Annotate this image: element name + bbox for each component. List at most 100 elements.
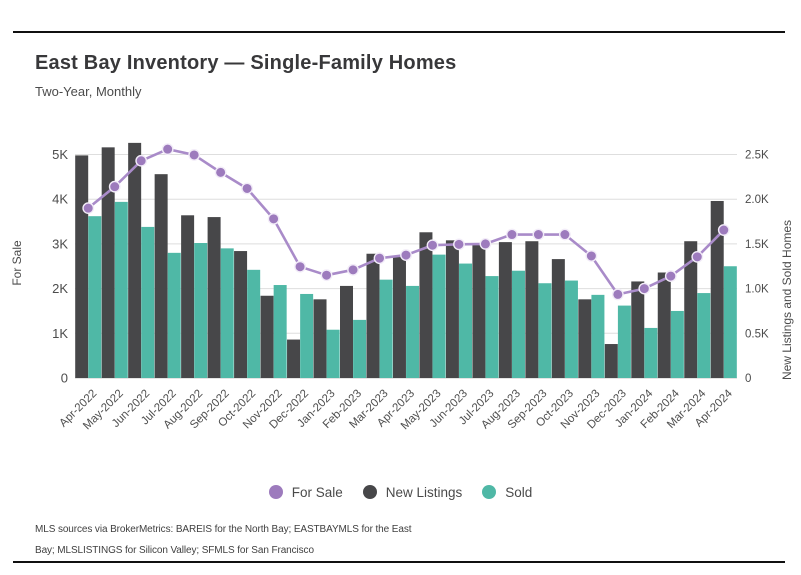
left-axis-tick: 1K <box>52 326 68 341</box>
legend-swatch-sold <box>482 485 497 499</box>
legend-label-sold: Sold <box>505 484 533 500</box>
top-rule <box>13 31 785 33</box>
bar-sold <box>644 327 658 378</box>
bar-new-listings <box>578 299 592 378</box>
bar-new-listings <box>392 256 406 378</box>
bar-sold <box>220 248 234 378</box>
legend-swatch-for-sale <box>268 485 283 499</box>
page-title: East Bay Inventory — Single-Family Homes <box>35 52 457 74</box>
bar-new-listings <box>128 142 142 378</box>
right-axis-tick: 2.5K <box>745 150 769 162</box>
bar-sold <box>511 270 525 378</box>
bar-sold <box>194 243 208 378</box>
for-sale-point <box>400 249 412 261</box>
bar-new-listings <box>551 259 565 378</box>
for-sale-point <box>320 269 333 282</box>
bar-new-listings <box>154 174 168 378</box>
bar-sold <box>564 280 578 378</box>
bar-new-listings <box>234 251 248 378</box>
bar-sold <box>670 310 684 378</box>
for-sale-point <box>135 154 148 167</box>
bar-new-listings <box>710 200 724 378</box>
bar-new-listings <box>340 285 353 378</box>
left-axis-tick: 4K <box>52 192 68 207</box>
bar-sold <box>697 293 711 378</box>
right-axis-tick: 1.5K <box>745 239 769 251</box>
for-sale-point <box>506 228 518 241</box>
bar-sold <box>114 201 128 378</box>
for-sale-point <box>664 270 677 282</box>
source-note: MLS sources via BrokerMetrics: BAREIS fo… <box>35 519 412 561</box>
for-sale-point <box>267 212 280 225</box>
page-subtitle: Two-Year, Monthly <box>35 84 142 99</box>
bar-new-listings <box>604 344 618 378</box>
source-note-line2: Bay; MLSLISTINGS for Silicon Valley; SFM… <box>35 545 314 556</box>
bar-new-listings <box>472 244 486 378</box>
bar-sold <box>300 293 314 378</box>
bar-sold <box>326 329 340 378</box>
bar-sold <box>617 305 631 378</box>
bar-sold <box>167 252 181 378</box>
bar-new-listings <box>75 155 89 378</box>
for-sale-point <box>638 282 651 295</box>
for-sale-point <box>558 228 571 241</box>
bar-new-listings <box>631 281 645 378</box>
right-axis-tick: 2.0K <box>745 194 769 206</box>
bar-sold <box>485 276 499 378</box>
for-sale-point <box>214 166 227 179</box>
for-sale-point <box>453 238 465 251</box>
right-axis-tick: 0.5K <box>745 328 769 340</box>
for-sale-point <box>161 143 174 156</box>
bar-sold <box>723 266 737 378</box>
legend-swatch-new-listings <box>362 485 377 499</box>
bar-sold <box>406 285 420 378</box>
legend-item-sold: Sold <box>482 485 532 500</box>
bar-new-listings <box>260 295 274 378</box>
bar-sold <box>459 263 473 378</box>
bar-new-listings <box>684 241 698 378</box>
for-sale-point <box>585 250 598 262</box>
for-sale-point <box>347 263 359 276</box>
for-sale-point <box>82 202 95 215</box>
legend-item-for-sale: For Sale <box>268 484 343 500</box>
bar-new-listings <box>366 253 380 378</box>
left-axis-tick: 3K <box>52 236 68 251</box>
bar-new-listings <box>207 217 221 378</box>
bar-sold <box>591 294 605 378</box>
bar-new-listings <box>525 241 539 378</box>
for-sale-point <box>188 149 201 161</box>
right-axis-tick: 1.0K <box>745 284 769 296</box>
bar-new-listings <box>419 232 433 378</box>
left-axis-tick: 2K <box>52 281 68 296</box>
bottom-rule <box>13 561 785 563</box>
bar-new-listings <box>313 299 327 378</box>
bar-new-listings <box>657 272 671 378</box>
legend-label-for-sale: For Sale <box>291 484 343 500</box>
bar-new-listings <box>101 147 115 378</box>
right-axis-tick: 0 <box>745 373 751 385</box>
for-sale-point <box>108 180 121 193</box>
bar-sold <box>247 269 261 378</box>
left-axis-tick: 0 <box>61 371 68 386</box>
for-sale-point <box>373 252 386 265</box>
for-sale-point <box>691 250 704 263</box>
bar-new-listings <box>445 240 459 378</box>
for-sale-point <box>294 260 306 273</box>
bar-sold <box>432 254 446 378</box>
left-axis-tick: 5K <box>52 147 68 162</box>
bar-new-listings <box>287 339 301 378</box>
legend-label-new-listings: New Listings <box>385 484 463 500</box>
for-sale-point <box>241 182 254 195</box>
chart-legend: For Sale New Listings Sold <box>0 479 801 505</box>
bar-sold <box>141 226 155 378</box>
bar-sold <box>379 279 393 378</box>
for-sale-point <box>717 224 730 236</box>
legend-item-new-listings: New Listings <box>362 484 463 500</box>
bar-sold <box>538 283 552 378</box>
for-sale-point <box>611 288 624 301</box>
bar-sold <box>273 285 287 378</box>
for-sale-point <box>532 228 545 241</box>
bar-sold <box>353 319 367 378</box>
bar-new-listings <box>181 215 195 378</box>
